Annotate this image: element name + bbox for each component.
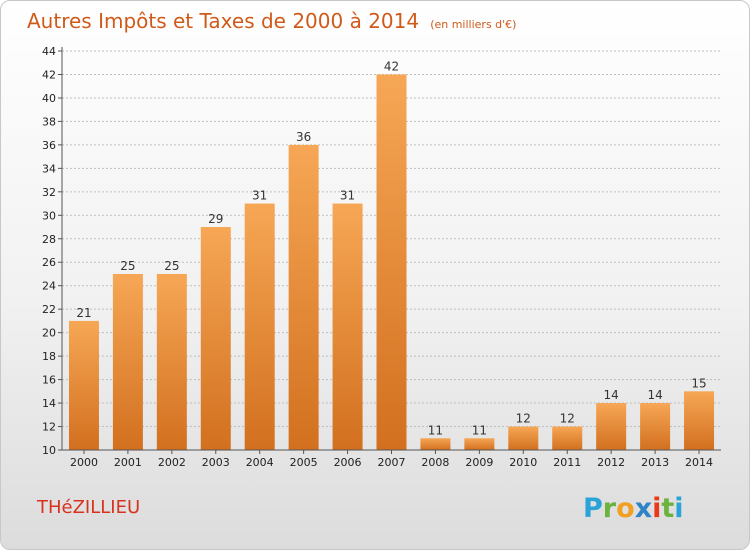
x-tick-label: 2010 <box>509 456 537 469</box>
y-tick-label: 20 <box>42 327 56 340</box>
x-tick-label: 2008 <box>421 456 449 469</box>
chart-title: Autres Impôts et Taxes de 2000 à 2014 (e… <box>27 9 516 33</box>
x-axis-ticks: 2000 2001 2002 2003 2004 2005 2006 2007 2008 2009… <box>70 450 713 469</box>
data-label: 31 <box>252 189 267 203</box>
logo-letter: o <box>616 493 635 524</box>
bar <box>156 273 187 450</box>
bar <box>508 426 539 450</box>
chart-title-unit: (en milliers d'€) <box>430 18 516 31</box>
y-tick-label: 38 <box>42 115 56 128</box>
bar <box>244 203 275 450</box>
y-tick-label: 40 <box>42 92 56 105</box>
bar <box>552 426 583 450</box>
y-tick-label: 10 <box>42 444 56 457</box>
y-tick-label: 14 <box>42 397 56 410</box>
x-tick-label: 2001 <box>114 456 142 469</box>
bar <box>68 320 99 450</box>
data-label: 12 <box>516 412 531 426</box>
bar <box>596 403 627 450</box>
x-tick-label: 2014 <box>685 456 713 469</box>
y-tick-label: 34 <box>42 162 56 175</box>
y-tick-label: 22 <box>42 303 56 316</box>
bar <box>200 227 231 450</box>
bar <box>332 203 363 450</box>
data-label: 29 <box>208 212 223 226</box>
logo-letter: t <box>661 493 674 524</box>
y-tick-label: 24 <box>42 280 56 293</box>
data-label: 25 <box>164 259 179 273</box>
y-tick-label: 44 <box>42 45 56 58</box>
data-labels: 21 25 25 29 31 36 31 42 11 11 12 12 14 14 15 <box>76 59 706 437</box>
bar <box>376 74 407 451</box>
bar <box>420 438 451 450</box>
x-tick-label: 2004 <box>246 456 274 469</box>
y-tick-label: 30 <box>42 209 56 222</box>
bar <box>640 403 671 450</box>
data-label: 11 <box>472 423 487 437</box>
logo-letter: i <box>674 493 683 524</box>
y-tick-label: 28 <box>42 233 56 246</box>
x-tick-label: 2003 <box>202 456 230 469</box>
data-label: 31 <box>340 189 355 203</box>
data-label: 14 <box>647 388 662 402</box>
x-tick-label: 2009 <box>465 456 493 469</box>
y-tick-label: 42 <box>42 68 56 81</box>
y-tick-label: 16 <box>42 374 56 387</box>
data-label: 14 <box>604 388 619 402</box>
data-label: 11 <box>428 423 443 437</box>
y-tick-label: 32 <box>42 186 56 199</box>
proxiti-logo: Proxiti <box>583 493 684 524</box>
y-axis-ticks: 10 12 14 16 18 20 22 24 26 28 30 32 34 36 38 40 42 44 <box>42 45 62 457</box>
x-tick-label: 2000 <box>70 456 98 469</box>
logo-letter: P <box>583 493 603 524</box>
logo-letter: x <box>635 493 652 524</box>
bar <box>288 144 319 450</box>
x-tick-label: 2007 <box>378 456 406 469</box>
x-tick-label: 2002 <box>158 456 186 469</box>
y-tick-label: 18 <box>42 350 56 363</box>
logo-letter: i <box>652 493 661 524</box>
commune-name: THéZILLIEU <box>36 497 140 518</box>
data-label: 25 <box>120 259 135 273</box>
bar <box>112 273 143 450</box>
y-tick-label: 12 <box>42 421 56 434</box>
x-tick-label: 2006 <box>334 456 362 469</box>
data-label: 15 <box>691 376 706 390</box>
x-tick-label: 2011 <box>553 456 581 469</box>
chart-title-main: Autres Impôts et Taxes de 2000 à 2014 <box>27 9 419 33</box>
x-tick-label: 2013 <box>641 456 669 469</box>
y-tick-label: 36 <box>42 139 56 152</box>
bars <box>68 74 715 451</box>
y-tick-label: 26 <box>42 256 56 269</box>
axes <box>61 47 721 451</box>
data-label: 42 <box>384 59 399 73</box>
x-tick-label: 2012 <box>597 456 625 469</box>
x-tick-label: 2005 <box>290 456 318 469</box>
data-label: 21 <box>76 306 91 320</box>
bar <box>684 391 715 450</box>
bar <box>464 438 495 450</box>
data-label: 12 <box>560 412 575 426</box>
logo-letter: r <box>603 493 617 524</box>
data-label: 36 <box>296 130 311 144</box>
